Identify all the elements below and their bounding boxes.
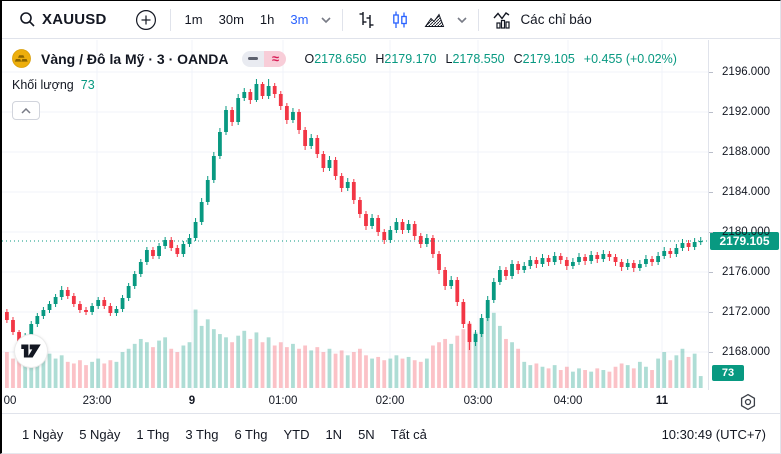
date-range-group: 1 Ngày 5 Ngày 1 Thg 3 Thg 6 Thg YTD 1N 5N Tất cả [16, 424, 433, 445]
toolbar-separator [169, 8, 171, 31]
timeframe-button-1h[interactable]: 1h [259, 12, 275, 27]
time-axis-label: 11 [655, 395, 669, 407]
range-button-tất-cả[interactable]: Tất cả [390, 426, 427, 442]
time-axis-label: 9 [188, 395, 196, 407]
price-axis-label: 2168.000 [722, 346, 770, 358]
price-axis-label: 2188.000 [722, 146, 770, 158]
toolbar-separator [342, 8, 344, 31]
price-axis-label: 2192.000 [722, 106, 770, 118]
chart-style-candles-button[interactable] [383, 6, 417, 34]
chart-style-menu-button[interactable] [452, 6, 472, 34]
ohlc-l: L2178.550 [445, 51, 505, 66]
price-axis-label: 2180.000 [722, 226, 770, 238]
indicators-button[interactable]: Các chỉ báo [485, 6, 598, 34]
symbol-search-button[interactable]: XAUUSD [12, 6, 114, 34]
price-axis-label: 2172.000 [722, 306, 770, 318]
delayed-data-icon: ≈ [264, 50, 287, 67]
bottom-toolbar: 1 Ngày 5 Ngày 1 Thg 3 Thg 6 Thg YTD 1N 5N Tất cả… [2, 415, 780, 453]
gold-symbol-icon [12, 49, 31, 68]
timeframe-menu-button[interactable] [316, 6, 336, 34]
chevron-up-icon [21, 107, 31, 114]
candlestick-volume-chart[interactable] [2, 40, 708, 390]
price-axis-tick [709, 352, 713, 353]
search-icon [19, 11, 36, 28]
tradingview-logo[interactable] [14, 334, 48, 368]
timeframe-button-3m[interactable]: 3m [290, 12, 309, 27]
time-axis[interactable]: 00 23:00 9 01:00 02:00 03:00 04:00 11 [2, 390, 780, 414]
chart-style-bars-button[interactable] [349, 6, 383, 34]
symbol-name: XAUUSD [42, 11, 107, 28]
price-axis-label: 2196.000 [722, 66, 770, 78]
price-axis-label: 2176.000 [722, 266, 770, 278]
chart-style-area-button[interactable] [417, 6, 452, 34]
range-button-5-ngày[interactable]: 5 Ngày [79, 426, 121, 442]
chart-legend: Vàng / Đô la Mỹ · 3 · OANDA ≈ O2178.650 H… [12, 49, 677, 120]
bars-chart-icon [356, 10, 376, 30]
price-axis-tick [709, 312, 713, 313]
tv-logo-glyph [21, 344, 41, 358]
gear-icon [739, 393, 757, 411]
price-axis-tick [709, 152, 713, 153]
top-toolbar: XAUUSD 1m 30m 1h 3m [2, 1, 780, 39]
chart-region: Vàng / Đô la Mỹ · 3 · OANDA ≈ O2178.650 H… [2, 40, 780, 390]
price-axis-tick [709, 192, 713, 193]
range-button-6-thg[interactable]: 6 Thg [234, 426, 268, 442]
chevron-down-icon [456, 16, 468, 24]
ohlc-o: O2178.650 [304, 51, 367, 66]
timeframe-button-1m[interactable]: 1m [184, 12, 203, 27]
range-button-ytd[interactable]: YTD [283, 426, 310, 442]
range-button-1n[interactable]: 1N [325, 426, 343, 442]
time-axis-label: 04:00 [553, 395, 583, 407]
timeframe-group: 1m 30m 1h 3m [177, 6, 317, 34]
axis-settings-button[interactable] [738, 392, 758, 412]
indicators-label: Các chỉ báo [520, 12, 592, 27]
price-axis-tick [709, 232, 713, 233]
plus-circle-icon [135, 9, 157, 31]
chevron-down-icon [320, 16, 332, 24]
price-axis[interactable]: 2179.105 73 2196.000 2192.000 2188.000 2184… [708, 40, 780, 390]
time-axis-label: 01:00 [268, 395, 298, 407]
timeframe-button-30m[interactable]: 30m [218, 12, 244, 27]
compare-add-button[interactable] [128, 6, 164, 34]
time-axis-label: 03:00 [463, 395, 493, 407]
indicators-icon [492, 10, 514, 30]
last-price-badge: 2179.105 [710, 231, 779, 250]
ohlc-values: O2178.650 H2179.170 L2178.550 C2179.105 +0.4… [304, 52, 676, 66]
price-axis-tick [709, 72, 713, 73]
price-axis-tick [709, 272, 713, 273]
range-button-1-ngày[interactable]: 1 Ngày [22, 426, 64, 442]
price-axis-tick [709, 112, 713, 113]
ohlc-c: C2179.105 [513, 51, 575, 66]
price-change: +0.455 (+0.02%) [583, 51, 677, 66]
range-button-3-thg[interactable]: 3 Thg [185, 426, 219, 442]
market-status-pills[interactable]: ≈ [242, 50, 287, 67]
time-axis-label: 02:00 [375, 395, 405, 407]
chart-title[interactable]: Vàng / Đô la Mỹ · 3 · OANDA [41, 50, 229, 67]
volume-badge: 73 [712, 365, 744, 381]
area-chart-icon [424, 10, 445, 30]
chart-pane[interactable]: Vàng / Đô la Mỹ · 3 · OANDA ≈ O2178.650 H… [2, 40, 708, 390]
range-button-5n[interactable]: 5N [358, 426, 375, 442]
time-axis-label: 23:00 [82, 395, 112, 407]
toolbar-separator [478, 8, 480, 31]
clock-timezone-button[interactable]: 10:30:49 (UTC+7) [661, 426, 766, 442]
time-axis-label: 00 [3, 395, 17, 407]
market-closed-icon [242, 50, 265, 67]
ohlc-h: H2179.170 [375, 51, 437, 66]
price-axis-label: 2184.000 [722, 186, 770, 198]
volume-study-label[interactable]: Khối lượng [12, 78, 74, 92]
legend-collapse-button[interactable] [12, 101, 40, 120]
candles-chart-icon [390, 10, 410, 30]
volume-study-value: 73 [80, 78, 95, 92]
range-button-1-thg[interactable]: 1 Thg [136, 426, 170, 442]
